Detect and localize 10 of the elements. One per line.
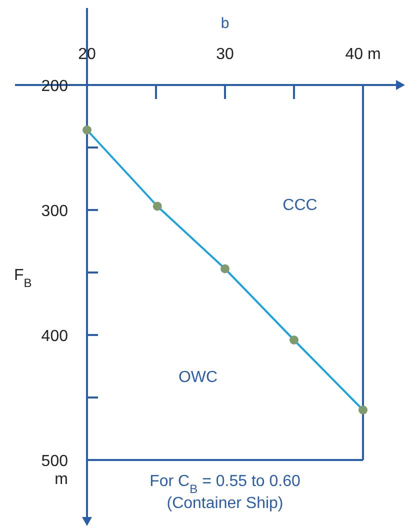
y-tick-label: 500 m <box>41 453 68 488</box>
x-tick-label: 30 <box>216 46 234 63</box>
text: For C$_{B}$ = 0.55 to 0.60 (Container Ship) <box>150 473 300 512</box>
y-tick-label: 400 <box>41 328 68 345</box>
annotation: OWC <box>178 369 218 386</box>
x-axis-title: b <box>220 15 230 32</box>
y-axis-title: F$_{B}$ <box>14 267 32 290</box>
y-tick-label: 300 <box>41 203 68 220</box>
annotation: CCC <box>282 197 318 214</box>
x-tick-label: 40 m <box>345 46 381 63</box>
